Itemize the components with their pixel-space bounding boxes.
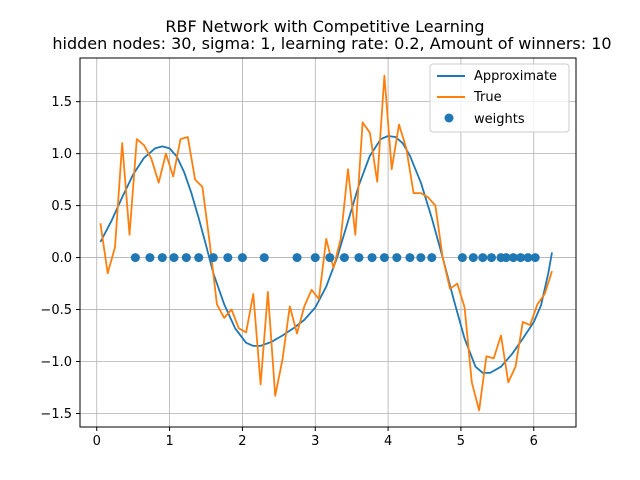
weight-point bbox=[310, 253, 320, 263]
chart-title-line-2: hidden nodes: 30, sigma: 1, learning rat… bbox=[52, 34, 611, 53]
weight-point bbox=[339, 253, 349, 263]
weight-point bbox=[194, 253, 204, 263]
plot-frame bbox=[79, 57, 577, 428]
weight-point bbox=[501, 253, 511, 263]
x-tick-label: 3 bbox=[311, 434, 319, 449]
weight-point bbox=[457, 253, 467, 263]
weight-point bbox=[523, 253, 533, 263]
x-tick-label: 6 bbox=[530, 434, 538, 449]
y-tick-label: 0.5 bbox=[51, 199, 72, 214]
weight-point bbox=[530, 253, 540, 263]
weight-point bbox=[354, 253, 364, 263]
legend-approximate-label: Approximate bbox=[474, 69, 557, 84]
weight-point bbox=[259, 253, 269, 263]
y-tick-label: −1.0 bbox=[40, 355, 72, 370]
legend: Approximate True weights bbox=[429, 63, 570, 133]
weight-point bbox=[292, 253, 302, 263]
legend-weights-label: weights bbox=[474, 112, 525, 127]
plot-data bbox=[99, 74, 553, 412]
weight-point bbox=[157, 253, 167, 263]
weight-point bbox=[427, 253, 437, 263]
x-tick-label: 4 bbox=[384, 434, 392, 449]
weight-point bbox=[405, 253, 415, 263]
weight-point bbox=[416, 253, 426, 263]
weight-point bbox=[487, 253, 497, 263]
weight-point bbox=[468, 253, 478, 263]
weight-point bbox=[478, 253, 488, 263]
weight-point bbox=[508, 253, 518, 263]
weight-point bbox=[367, 253, 377, 263]
y-tick-label: 1.0 bbox=[51, 147, 72, 162]
weight-point bbox=[145, 253, 155, 263]
weight-point bbox=[169, 253, 179, 263]
weight-point bbox=[181, 253, 191, 263]
legend-box bbox=[429, 63, 570, 133]
weight-point bbox=[392, 253, 402, 263]
axes: 0 1 2 3 4 5 6 −1.5 −1.0 −0.5 0.0 0.5 1.0 1.5 bbox=[40, 57, 577, 449]
series-true-line bbox=[99, 74, 553, 412]
weight-point bbox=[208, 253, 218, 263]
weight-point bbox=[379, 253, 389, 263]
y-tick-label: 1.5 bbox=[51, 95, 72, 110]
legend-weights-swatch bbox=[444, 113, 454, 123]
weight-point bbox=[223, 253, 233, 263]
x-tick-label: 2 bbox=[238, 434, 246, 449]
legend-true-label: True bbox=[473, 90, 502, 105]
weight-point bbox=[237, 253, 247, 263]
x-tick-label: 1 bbox=[165, 434, 173, 449]
weight-point bbox=[325, 253, 335, 263]
x-tick-label: 5 bbox=[457, 434, 465, 449]
x-tick-label: 0 bbox=[93, 434, 101, 449]
y-tick-label: 0.0 bbox=[51, 251, 72, 266]
weight-point bbox=[130, 253, 140, 263]
y-tick-label: −1.5 bbox=[40, 407, 72, 422]
grid bbox=[80, 58, 576, 427]
chart-title-line-1: RBF Network with Competitive Learning bbox=[165, 17, 484, 36]
y-tick-label: −0.5 bbox=[40, 303, 72, 318]
weight-point bbox=[516, 253, 526, 263]
